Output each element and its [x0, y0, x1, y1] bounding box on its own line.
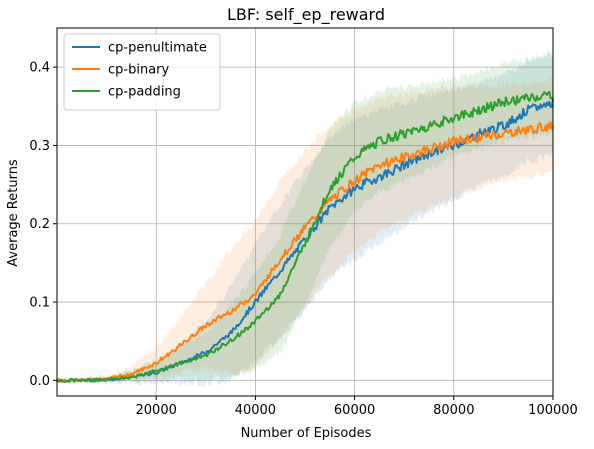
x-tick-label: 20000 [136, 403, 177, 418]
band-cp-padding [57, 52, 553, 386]
x-tick-label: 100000 [528, 403, 578, 418]
band-cp-penultimate [57, 49, 553, 388]
y-axis-label: Average Returns [6, 159, 21, 267]
legend: cp-penultimate cp-binary cp-padding [63, 33, 221, 111]
y-tick-label: 0.3 [29, 139, 50, 154]
chart-title: LBF: self_ep_reward [227, 5, 385, 25]
legend-box [63, 33, 221, 111]
y-tick-label: 0.1 [29, 296, 50, 311]
plot-frame [56, 27, 554, 397]
line-cp-binary [56, 120, 554, 383]
line-cp-padding [56, 90, 554, 383]
legend-label: cp-penultimate [108, 41, 207, 56]
x-tick-label: 60000 [334, 403, 375, 418]
x-tick-label: 40000 [235, 403, 276, 418]
y-tick-label: 0.2 [29, 217, 50, 232]
x-axis: 20000 40000 60000 80000 100000 [136, 396, 578, 418]
y-tick-label: 0.0 [29, 374, 50, 389]
legend-label: cp-padding [108, 85, 181, 100]
x-axis-label: Number of Episodes [241, 426, 372, 441]
legend-label: cp-binary [108, 63, 170, 78]
y-tick-label: 0.4 [29, 61, 50, 76]
x-tick-label: 80000 [433, 403, 474, 418]
series-lines [56, 90, 554, 383]
y-axis: 0.0 0.1 0.2 0.3 0.4 [29, 61, 57, 389]
